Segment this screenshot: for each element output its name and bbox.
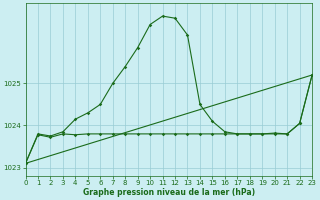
X-axis label: Graphe pression niveau de la mer (hPa): Graphe pression niveau de la mer (hPa)	[83, 188, 255, 197]
